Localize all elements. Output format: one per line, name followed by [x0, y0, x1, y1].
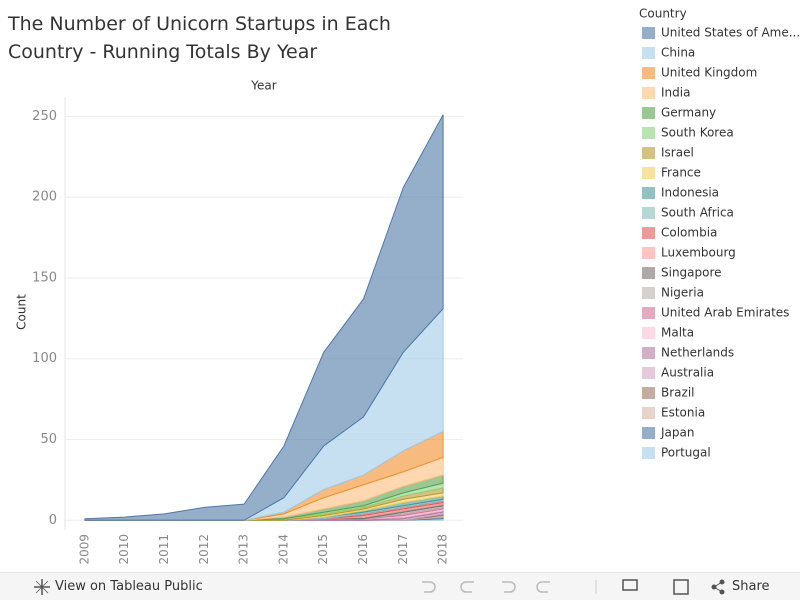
legend-swatch: [642, 427, 655, 439]
x-tick-label: 2015: [316, 534, 330, 565]
legend-label: United States of Ame...: [661, 26, 800, 40]
legend-label: South Africa: [661, 206, 734, 220]
legend-swatch: [642, 87, 655, 99]
legend-label: Colombia: [661, 226, 717, 240]
legend-label: India: [661, 86, 690, 100]
legend-swatch: [642, 407, 655, 419]
legend-swatch: [642, 67, 655, 79]
legend-swatch: [642, 167, 655, 179]
legend-label: Israel: [661, 146, 694, 160]
legend-swatch: [642, 27, 655, 39]
legend-label: Australia: [661, 366, 714, 380]
legend-label: Brazil: [661, 386, 695, 400]
x-tick-label: 2016: [356, 534, 370, 565]
legend-swatch: [642, 107, 655, 119]
download-icon[interactable]: [622, 579, 638, 591]
y-axis-label: Count: [15, 294, 29, 330]
share-button[interactable]: Share: [732, 579, 770, 594]
y-tick-label: 250: [32, 109, 57, 124]
chart-title: The Number of Unicorn Startups in Each C…: [8, 13, 391, 63]
legend-title: Country: [639, 7, 687, 21]
fullscreen-icon[interactable]: [673, 579, 689, 595]
legend-swatch: [642, 227, 655, 239]
legend-label: Netherlands: [661, 346, 734, 360]
legend-swatch: [642, 367, 655, 379]
y-tick-label: 0: [49, 513, 57, 528]
x-tick-label: 2018: [436, 534, 450, 565]
area: [84, 114, 444, 521]
legend-swatch: [642, 307, 655, 319]
legend-label: Estonia: [661, 406, 705, 420]
legend-label: South Korea: [661, 126, 734, 140]
x-tick-label: 2012: [197, 534, 211, 565]
x-header: Year: [250, 79, 276, 93]
x-tick-label: 2010: [117, 534, 131, 565]
legend-swatch: [642, 247, 655, 259]
x-tick-label: 2013: [237, 534, 251, 565]
undo-redo-icons: [422, 581, 550, 593]
x-tick-label: 2017: [396, 534, 410, 565]
x-tick-label: 2014: [276, 534, 290, 565]
legend-swatch: [642, 287, 655, 299]
legend-swatch: [642, 47, 655, 59]
toolbar: View on Tableau Public Share: [0, 572, 800, 600]
chart: Year Count Country 0 50 100 150 200 250 2009 20…: [15, 7, 800, 565]
view-link[interactable]: View on Tableau Public: [55, 579, 203, 594]
legend-swatch: [642, 267, 655, 279]
y-tick-label: 50: [40, 432, 57, 447]
legend-label: United Kingdom: [661, 66, 757, 80]
legend-swatch: [642, 347, 655, 359]
legend-swatch: [642, 207, 655, 219]
share-icon[interactable]: [711, 579, 725, 595]
legend-label: Malta: [661, 326, 694, 340]
x-tick-label: 2009: [77, 534, 91, 565]
legend-label: Japan: [660, 426, 694, 440]
legend-label: Luxembourg: [661, 246, 736, 260]
legend-swatch: [642, 147, 655, 159]
legend-label: Nigeria: [661, 286, 704, 300]
legend-label: United Arab Emirates: [661, 306, 789, 320]
legend-swatch: [642, 327, 655, 339]
tableau-icon: [34, 579, 50, 595]
legend-swatch: [642, 127, 655, 139]
legend-label: Germany: [661, 106, 716, 120]
legend-label: China: [661, 46, 695, 60]
legend-swatch: [642, 447, 655, 459]
legend-label: Singapore: [661, 266, 722, 280]
legend-label: France: [661, 166, 701, 180]
y-tick-label: 150: [32, 270, 57, 285]
legend-label: Portugal: [661, 446, 711, 460]
y-tick-label: 200: [32, 190, 57, 205]
y-tick-label: 100: [32, 351, 57, 366]
x-tick-label: 2011: [157, 534, 171, 565]
legend-swatch: [642, 187, 655, 199]
legend-label: Indonesia: [661, 186, 719, 200]
legend-swatch: [642, 387, 655, 399]
toolbar-icons: [34, 579, 725, 595]
